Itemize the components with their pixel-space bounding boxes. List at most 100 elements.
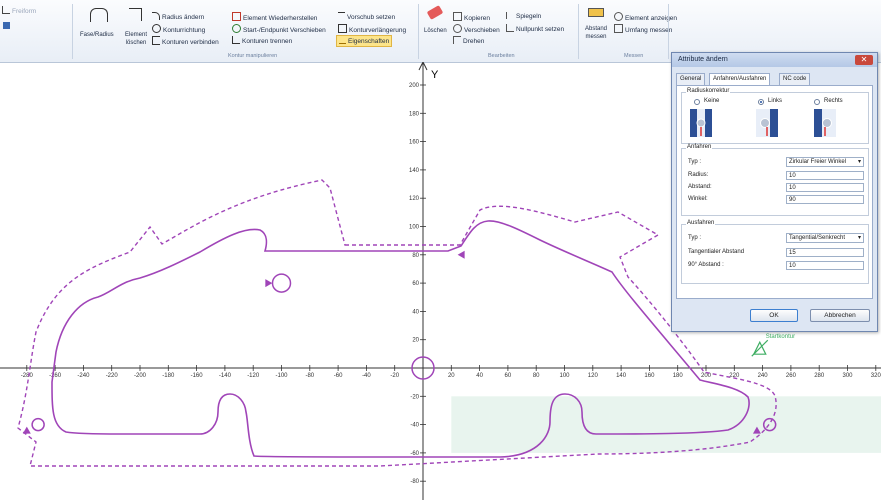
compensation-right-icon: [814, 109, 836, 137]
group-label-bearbeiten: Bearbeiten: [488, 53, 515, 59]
anfahren-winkel-field[interactable]: 90: [786, 195, 864, 204]
cancel-button[interactable]: Abbrechen: [810, 309, 870, 322]
origin-icon: [506, 24, 514, 32]
extend-icon: [338, 24, 347, 33]
element-anzeigen-button[interactable]: Element anzeigen: [614, 12, 677, 23]
split-icon: [232, 36, 240, 44]
arrow-icon: [457, 250, 465, 259]
freeform-icon: [2, 6, 10, 14]
hole-circle-right[interactable]: [762, 417, 777, 432]
compensation-none-icon: [690, 109, 712, 137]
radius-aendern-button[interactable]: Radius ändern: [152, 12, 204, 22]
x-tick-label: 180: [673, 373, 684, 379]
x-tick-label: 260: [786, 373, 797, 379]
anfahren-group: Anfahren Typ : Zirkular Freier Winkel ▾ R…: [681, 144, 869, 216]
group-label-kontur: Kontur manipulieren: [228, 53, 278, 59]
fase-radius-button[interactable]: Fase/Radius: [80, 8, 120, 48]
kopieren-button[interactable]: Kopieren: [453, 12, 490, 23]
konturen-verbinden-button[interactable]: Konturen verbinden: [152, 36, 219, 47]
attribute-dialog: Attribute ändern ✕ General Anfahren/Ausf…: [671, 52, 878, 332]
ok-button[interactable]: OK: [750, 309, 798, 322]
tab-anfahren-ausfahren[interactable]: Anfahren/Ausfahren: [709, 73, 771, 85]
vorschub-setzen-button[interactable]: Vorschub setzen: [338, 12, 395, 22]
x-tick-label: 40: [476, 373, 483, 379]
x-axis: -280 -260 -240 -220 -200 -180 -160 -140 -120 -100…: [0, 365, 881, 379]
erase-element-icon: [129, 8, 142, 21]
show-element-icon: [614, 12, 623, 21]
y-axis: 200 180 160 140 120 100 80 60 40 20 -20 -40 -60 -80: [409, 62, 428, 500]
close-icon[interactable]: ✕: [855, 55, 873, 65]
tangential-abstand-field[interactable]: 15: [786, 248, 864, 257]
chevron-down-icon: ▾: [857, 235, 861, 241]
x-tick-label: 100: [559, 373, 570, 379]
x-tick-label: -20: [390, 373, 399, 379]
radio-links-label: Links: [768, 98, 783, 104]
drehen-button[interactable]: Drehen: [453, 36, 484, 46]
arrow-icon: [752, 426, 761, 434]
x-tick-label: -180: [162, 373, 175, 379]
radio-rechts[interactable]: [814, 99, 820, 105]
anfahren-radius-field[interactable]: 10: [786, 171, 864, 180]
konturverlaengerung-button[interactable]: Konturverlängerung: [338, 24, 406, 35]
radio-links[interactable]: [758, 99, 764, 105]
anfahren-abstand-field[interactable]: 10: [786, 183, 864, 192]
loeschen-button[interactable]: Löschen: [424, 5, 448, 48]
x-tick-label: 120: [588, 373, 599, 379]
anfahren-legend: Anfahren: [686, 144, 713, 150]
anfahren-typ-label: Typ :: [688, 159, 702, 165]
arrow-icon: [265, 279, 273, 288]
offset-contour: [17, 179, 777, 467]
radio-keine[interactable]: [694, 99, 700, 105]
eraser-icon: [426, 5, 444, 20]
drawing-canvas[interactable]: -280 -260 -240 -220 -200 -180 -160 -140 -120 -100…: [0, 62, 881, 500]
spiegeln-button[interactable]: Spiegeln: [506, 12, 541, 21]
direction-icon: [152, 24, 161, 33]
tab-panel: Radiuskorrektur Keine Links Rechts Anfah…: [676, 85, 873, 299]
abstand-90-field[interactable]: 10: [786, 261, 864, 270]
y-tick-label: -60: [410, 451, 419, 457]
tab-general[interactable]: General: [676, 73, 706, 85]
main-contour[interactable]: [51, 220, 750, 458]
konturrichtung-button[interactable]: Konturrichtung: [152, 24, 205, 35]
abstand-90-label: 90° Abstand :: [688, 262, 724, 268]
group-label-messen: Messen: [624, 53, 644, 59]
quick-access-freiform[interactable]: Freiform: [2, 6, 36, 16]
verschieben-button[interactable]: Verschieben: [453, 24, 500, 35]
radio-rechts-label: Rechts: [824, 98, 843, 104]
start-point-icon: [752, 340, 767, 355]
x-tick-label: -60: [334, 373, 343, 379]
tab-nc-code[interactable]: NC code: [779, 73, 811, 85]
x-tick-label: -140: [219, 373, 232, 379]
x-tick-label: 280: [814, 373, 825, 379]
ausfahren-typ-select[interactable]: Tangential/Senkrecht ▾: [786, 233, 864, 243]
element-wiederherstellen-button[interactable]: Element Wiederherstellen: [232, 12, 317, 23]
ribbon-separator: [418, 4, 419, 59]
x-tick-label: 80: [533, 373, 540, 379]
dialog-titlebar[interactable]: Attribute ändern ✕: [672, 53, 877, 67]
ribbon-separator: [72, 4, 73, 59]
eigenschaften-button[interactable]: Eigenschaften: [336, 35, 393, 47]
y-tick-label: 100: [409, 225, 420, 231]
x-tick-label: -120: [247, 373, 260, 379]
konturen-trennen-button[interactable]: Konturen trennen: [232, 36, 292, 46]
x-tick-label: 160: [644, 373, 655, 379]
umfang-messen-button[interactable]: Umfang messen: [614, 24, 672, 35]
ribbon-separator: [668, 4, 669, 59]
hole-circle-far-left[interactable]: [31, 417, 45, 432]
nullpunkt-setzen-button[interactable]: Nullpunkt setzen: [506, 24, 564, 34]
mirror-icon: [506, 12, 514, 19]
start-marker[interactable]: [751, 339, 769, 357]
anfahren-typ-select[interactable]: Zirkular Freier Winkel ▾: [786, 157, 864, 167]
save-icon[interactable]: [3, 22, 12, 31]
x-tick-label: -40: [362, 373, 371, 379]
origin-circle[interactable]: [411, 356, 435, 380]
start-endpunkt-button[interactable]: Start-/Endpunkt Verschieben: [232, 24, 326, 35]
highlight-region: [451, 396, 881, 453]
abstand-messen-button[interactable]: Abstand messen: [583, 8, 609, 52]
y-tick-label: 80: [412, 253, 419, 259]
x-tick-label: -240: [77, 373, 90, 379]
element-loeschen-button[interactable]: Element löschen: [123, 8, 149, 48]
x-tick-label: 220: [729, 373, 740, 379]
y-tick-label: 120: [409, 196, 420, 202]
hole-circle-left[interactable]: [271, 273, 292, 293]
